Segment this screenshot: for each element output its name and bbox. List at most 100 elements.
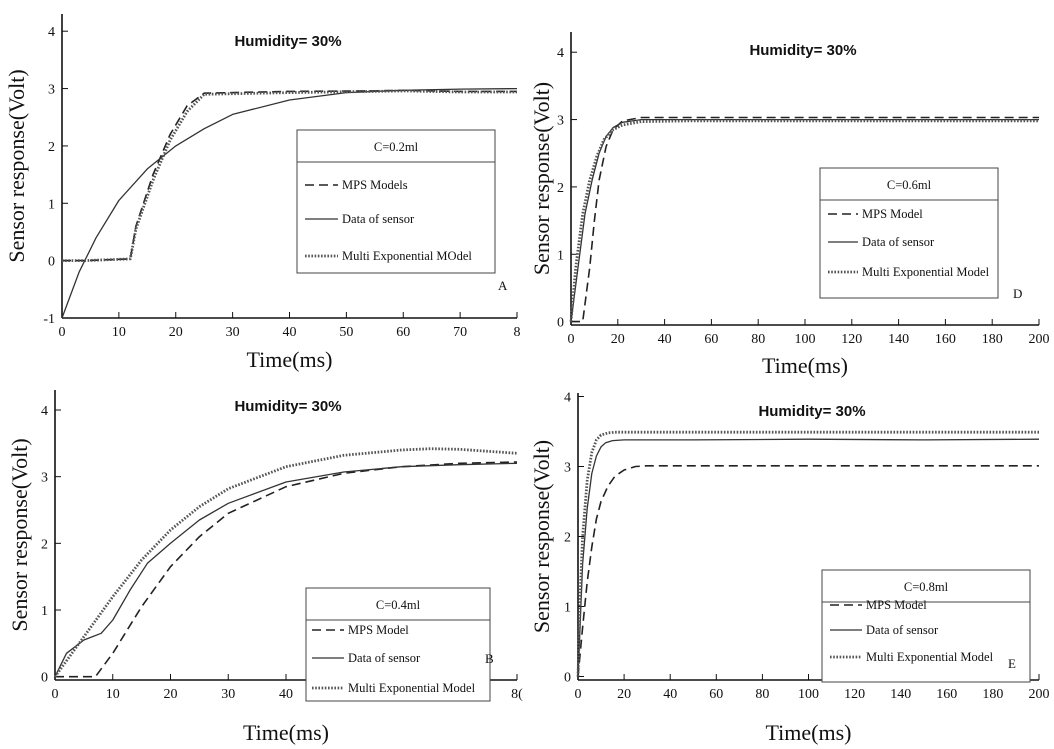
panel-a-legend-label: Multi Exponential MOdel [342,249,472,263]
panel-e-y-tick-label: 1 [564,601,571,616]
panel-b-y-tick-label: 4 [41,404,48,419]
panel-a-y-tick-label: 2 [48,140,55,155]
panel-e-panel-letter: E [1008,656,1016,671]
panel-b-legend-box [305,587,491,702]
panel-d-y-tick-label: 2 [557,181,564,196]
panel-e-x-tick-label: 0 [575,687,582,702]
panel-b-series-dotted [53,447,518,678]
panel-e-title: Humidity= 30% [758,403,865,420]
panel-d-legend-title: C=0.6ml [887,178,932,192]
panel-b-legend-label: MPS Model [348,623,409,637]
panel-e-legend-box [821,569,1031,683]
panel-a-y-axis-label: Sensor response(Volt) [4,69,29,262]
panel-a-legend-label: Data of sensor [342,212,415,226]
panel-b-legend-title: C=0.4ml [376,598,421,612]
panel-b-x-tick-label: 0 [52,687,59,702]
panel-a-x-tick-label: 60 [396,325,410,340]
panel-b-y-tick-label: 0 [41,671,48,686]
panel-a-series-solid [61,87,518,319]
panel-d-x-tick-label: 0 [568,332,575,347]
panel-e-x-tick-label: 180 [982,687,1003,702]
panel-e-x-tick-label: 160 [936,687,957,702]
panel-a-x-tick-label: 50 [339,325,353,340]
panel-d-legend-label: Multi Exponential Model [862,265,990,279]
panel-e-y-tick-label: 4 [564,391,571,406]
panel-a-x-tick-label: 10 [112,325,126,340]
panel-e-x-tick-label: 140 [890,687,911,702]
panel-d-y-tick-label: 0 [557,316,564,331]
panel-e-x-tick-label: 200 [1029,687,1050,702]
panel-a-x-tick-label: 20 [169,325,183,340]
chart-panel-d: 0 20 40 60 80 100 120 140 160 180 200 0 1 2 3 4 Humidity… [529,32,1050,378]
chart-panel-a: 0 10 20 30 40 50 60 70 8 -1 0 1 2 3 4 Humidity= 30% Time… [4,14,521,372]
panel-d-x-tick-label: 60 [704,332,718,347]
panel-d-legend-box [819,167,999,299]
panel-d-x-tick-label: 20 [611,332,625,347]
panel-b-series-solid [54,462,518,677]
panel-b-legend-label: Data of sensor [348,651,421,665]
panel-b-y-axis-label: Sensor response(Volt) [7,438,32,631]
panel-e-x-axis-label: Time(ms) [766,720,852,745]
panel-a-panel-letter: A [498,278,508,293]
panel-d-y-tick-label: 3 [557,114,564,129]
panel-d-y-axis-label: Sensor response(Volt) [529,82,554,275]
panel-d-y-tick-label: 4 [557,46,564,61]
panel-a-x-axis-label: Time(ms) [247,347,333,372]
panel-a-legend-title: C=0.2ml [374,140,419,154]
panel-b-panel-letter: B [485,651,494,666]
panel-b-legend-label: Multi Exponential Model [348,681,476,695]
panel-b-x-axis-label: Time(ms) [243,720,329,745]
chart-panel-e: 0 20 40 60 80 100 120 140 160 180 200 0 1 2 3 4 Humidity… [529,391,1050,746]
panel-a-y-tick-label: -1 [43,312,55,327]
panel-a-x-tick-label: 8 [514,325,521,340]
panel-b-y-tick-label: 3 [41,471,48,486]
panel-e-x-tick-label: 100 [798,687,819,702]
panel-b-y-tick-label: 1 [41,604,48,619]
panel-e-legend-label: MPS Model [866,598,927,612]
panel-a-x-tick-label: 40 [283,325,297,340]
panel-e-y-tick-label: 2 [564,531,571,546]
panel-d-x-axis-label: Time(ms) [762,353,848,378]
panel-d-series-solid [570,118,1039,322]
panel-e-x-tick-label: 120 [844,687,865,702]
panel-d-legend-label: MPS Model [862,207,923,221]
panel-d-x-tick-label: 80 [751,332,765,347]
panel-a-legend-box [296,129,496,274]
panel-d-x-tick-label: 200 [1029,332,1050,347]
panel-e-y-tick-label: 0 [564,671,571,686]
panel-d-x-tick-label: 120 [841,332,862,347]
panel-d-x-tick-label: 40 [658,332,672,347]
panel-e-x-tick-label: 80 [755,687,769,702]
panel-e-x-tick-label: 40 [663,687,677,702]
panel-e-legend-title: C=0.8ml [904,580,949,594]
panel-a-y-tick-label: 4 [48,25,55,40]
panel-d-series-dotted [569,119,1039,322]
panel-d-x-tick-label: 180 [982,332,1003,347]
panel-b-series-dashed [55,461,518,678]
panel-d-y-tick-label: 1 [557,248,564,263]
panel-e-y-tick-label: 3 [564,461,571,476]
panel-a-y-tick-label: 1 [48,197,55,212]
panel-d-x-tick-label: 100 [795,332,816,347]
panel-a-x-tick-label: 30 [226,325,240,340]
panel-b-x-tick-label: 20 [164,687,178,702]
panel-a-y-tick-label: 3 [48,83,55,98]
panel-e-series-solid [577,438,1040,677]
panel-b-title: Humidity= 30% [234,398,341,415]
panel-b-x-tick-label: 8( [511,687,523,702]
panel-d-x-tick-label: 140 [888,332,909,347]
panel-b-x-tick-label: 30 [221,687,235,702]
panel-e-x-tick-label: 60 [709,687,723,702]
panel-a-series-dotted [62,89,517,263]
panel-e-y-axis-label: Sensor response(Volt) [529,440,554,633]
panel-a-legend-label: MPS Models [342,178,408,192]
panel-d-panel-letter: D [1013,286,1022,301]
panel-a-x-tick-label: 0 [59,325,66,340]
panel-e-series-dotted [576,430,1039,677]
panel-d-title: Humidity= 30% [749,42,856,59]
panel-d-x-tick-label: 160 [935,332,956,347]
panel-b-y-tick-label: 2 [41,537,48,552]
panel-a-title: Humidity= 30% [234,33,341,50]
